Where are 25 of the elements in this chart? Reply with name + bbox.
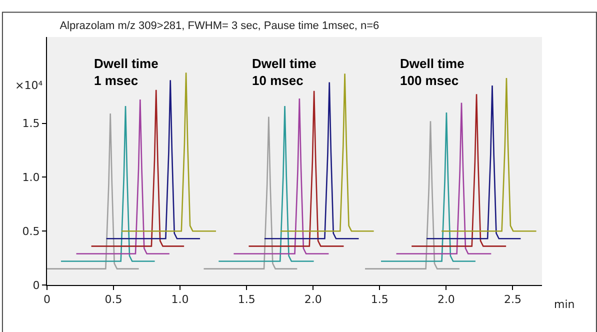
annotation: Dwell time 100 msec (400, 56, 464, 88)
line-series (248, 90, 344, 247)
x-tick-label: 1.0 (171, 293, 189, 306)
y-tick-label: 1.0 (22, 171, 40, 184)
y-tick-label: 0.5 (22, 224, 40, 238)
line-series (76, 98, 170, 254)
line-series (203, 116, 298, 270)
line-series (218, 105, 314, 262)
annotation: Dwell time 1 msec (94, 56, 158, 88)
x-tick-label: 0.5 (104, 293, 122, 306)
x-axis-title: min (554, 298, 575, 311)
line-series (60, 105, 156, 262)
x-tick-label: 0 (44, 293, 50, 306)
y-tick-label: 0 (32, 278, 40, 292)
x-tick-label: 2.0 (304, 293, 322, 306)
line-series (106, 79, 201, 240)
y-tick-label: 1.5 (22, 117, 40, 130)
annotation: Dwell time 10 msec (252, 56, 316, 88)
x-tick-label: 1.5 (238, 293, 256, 306)
x2-tick-label: 2.5 (504, 293, 522, 306)
y-axis-title: ×10⁴ (15, 79, 44, 92)
line-series (233, 98, 330, 254)
line-series (90, 89, 185, 247)
line-series (47, 112, 140, 270)
chart-title: Alprazolam m/z 309>281, FWHM= 3 sec, Pause time 1msec, n=6 (60, 20, 380, 32)
